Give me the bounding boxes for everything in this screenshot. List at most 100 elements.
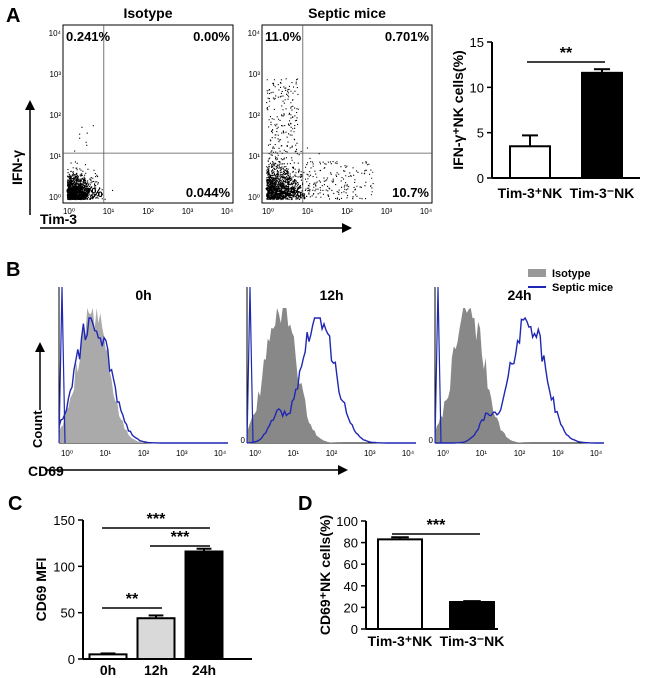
y-log-tick: 10³ [248,70,260,79]
y-axis-label: IFN-γ⁺NK cells(%) [450,50,466,169]
x-arrow-head [342,223,352,233]
x-log-tick: 10¹ [475,449,487,458]
y-log-tick: 10⁰ [49,193,61,202]
quadrant-percentage: 99.7% [66,185,103,200]
y-arrow-head [25,100,35,110]
septic-spike [246,286,254,444]
x-log-tick: 10⁰ [249,449,261,458]
x-log-tick: 10³ [381,207,393,216]
y-tick-label: 50 [61,606,75,621]
x-log-tick: 10² [142,207,154,216]
bar [88,653,128,660]
septic-spike [434,286,442,444]
x-log-tick: 10³ [552,449,564,458]
legend-swatch [528,269,546,277]
x-log-tick: 10³ [176,449,188,458]
x-log-tick: 10⁴ [402,449,415,458]
significance-label: *** [427,517,446,534]
quadrant-percentage: 0.701% [385,29,430,44]
flow-plot-frame [261,24,433,204]
zero-label: 0 [241,436,246,445]
category-label: Tim-3⁻NK [440,633,505,649]
legend-label: Isotype [552,268,591,280]
significance-label: ** [560,45,573,62]
category-label: 24h [192,662,216,678]
y-tick-label: 40 [344,579,358,594]
x-log-tick: 10¹ [103,207,115,216]
x-log-tick: 10⁴ [420,207,433,216]
flow-plot-frame [62,24,234,204]
bar [449,601,495,630]
y-arrow-head [35,342,45,352]
flow-plot-title: Septic mice [308,5,386,21]
septic-histogram [246,317,416,444]
bar [184,550,224,660]
x-log-tick: 10⁴ [214,449,227,458]
y-log-tick: 10⁴ [248,29,261,38]
y-log-tick: 10¹ [49,152,61,161]
panel-b: B 0h 10⁰ 10¹ 10² 10³ 10⁴ 12h 10⁰ 10¹ 10² 10³ 10⁴ 0 24h… [6,259,613,479]
x-log-tick: 10⁰ [437,449,449,458]
x-log-tick: 10² [341,207,353,216]
panel-letter: B [6,259,20,281]
x-marker-label: Tim-3 [40,211,77,227]
y-tick-label: 10 [470,80,484,95]
x-log-tick: 10³ [182,207,194,216]
bar [136,617,176,661]
quadrant-percentage: 77.7% [265,185,302,200]
isotype-histogram [435,308,604,443]
quadrant-percentage: 0.00% [193,29,230,44]
y-log-tick: 10³ [49,70,61,79]
y-marker-label: Count [30,410,45,448]
x-marker-label: CD69 [28,463,64,479]
y-tick-label: 0 [477,171,484,186]
quadrant-percentage: 0.241% [66,29,111,44]
x-log-tick: 10⁰ [262,207,274,216]
isotype-histogram [247,308,416,443]
x-log-tick: 10¹ [287,449,299,458]
y-tick-label: 0 [351,622,358,637]
bar [581,71,623,179]
septic-spike [58,286,66,444]
x-arrow-head [338,465,348,475]
x-log-tick: 10³ [364,449,376,458]
category-label: 0h [100,662,116,678]
flow-plot-title: Isotype [123,5,172,21]
panel-letter: A [6,5,20,27]
x-log-tick: 10⁰ [63,207,75,216]
y-log-tick: 10² [248,111,260,120]
bar [509,145,551,179]
y-log-tick: 10² [49,111,61,120]
y-tick-label: 80 [344,536,358,551]
category-label: Tim-3⁻NK [570,185,635,201]
y-marker-label: IFN-γ [9,150,25,185]
time-label: 12h [319,287,343,303]
bar [377,538,423,630]
x-log-tick: 10¹ [99,449,111,458]
y-log-tick: 10⁰ [248,193,260,202]
time-label: 0h [135,287,151,303]
zero-label: 0 [429,436,434,445]
x-log-tick: 10¹ [302,207,314,216]
y-axis-label: CD69 MFI [33,558,49,622]
y-tick-label: 5 [477,126,484,141]
x-log-tick: 10² [326,449,338,458]
panel-letter: D [298,493,312,515]
quadrant-percentage: 0.044% [186,185,231,200]
y-tick-label: 100 [336,514,358,529]
y-tick-label: 15 [470,35,484,50]
y-tick-label: 20 [344,600,358,615]
y-tick-label: 60 [344,557,358,572]
y-tick-label: 0 [68,652,75,667]
x-log-tick: 10⁴ [590,449,603,458]
x-log-tick: 10⁴ [221,207,234,216]
x-log-tick: 10⁰ [61,449,73,458]
event-dots [266,78,374,201]
category-label: Tim-3⁺NK [498,185,563,201]
time-label: 24h [507,287,531,303]
